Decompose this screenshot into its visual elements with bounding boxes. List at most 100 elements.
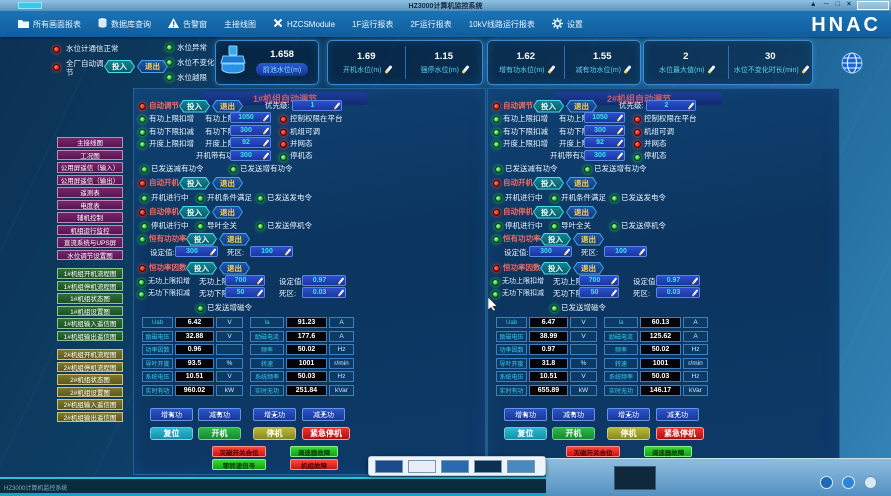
const-power-engage-button[interactable]: 投入 [540, 232, 571, 246]
pf-setpoint-field[interactable]: 0.97 [302, 275, 346, 286]
sidebar-item-common-di[interactable]: 公用屏遥信（输入） [57, 162, 123, 173]
lower-active-power-button[interactable]: ▼ 减有功 [552, 408, 595, 421]
menu-item-alarm-window[interactable]: 告警窗 [168, 18, 207, 30]
const-power-disengage-button[interactable]: 退出 [573, 232, 604, 246]
close-button[interactable]: × [846, 1, 851, 8]
sidebar-item-u1-di[interactable]: 1#机组输入遥信图 [57, 318, 123, 329]
window-thumbnail[interactable] [441, 459, 469, 473]
auto-start-disengage-button[interactable]: 退出 [212, 176, 243, 190]
gate-up-field[interactable]: 92 [584, 137, 625, 148]
const-pf-disengage-button[interactable]: 退出 [219, 261, 250, 275]
sidebar-item-u2-settings[interactable]: 2#机组设置图 [57, 386, 123, 397]
window-thumbnail[interactable] [375, 459, 403, 473]
p-dn-field[interactable]: 300 [230, 125, 271, 136]
setpoint-field[interactable]: 300 [529, 246, 572, 257]
stop-unit-button[interactable]: 停机 [253, 427, 296, 440]
priority-field[interactable]: 2 [646, 99, 696, 111]
menu-item-settings[interactable]: 设置 [551, 17, 583, 31]
menu-item-database-query[interactable]: 数据库查询 [98, 18, 151, 30]
emergency-stop-button[interactable]: 紧急停机 [656, 427, 704, 440]
stop-unit-button[interactable]: 停机 [607, 427, 650, 440]
sidebar-item-u2-status[interactable]: 2#机组状态图 [57, 374, 123, 385]
app-icon[interactable] [842, 476, 855, 489]
q-dn-field[interactable]: 50 [579, 287, 619, 298]
auto-stop-engage-button[interactable]: 投入 [179, 205, 210, 219]
sidebar-item-u1-stop-flow[interactable]: 1#机组停机流程图 [57, 280, 123, 291]
menu-item-hzcs-module[interactable]: HZCSModule [273, 18, 335, 30]
q-up-field[interactable]: 700 [225, 275, 265, 286]
window-thumbnail[interactable] [474, 459, 502, 473]
start-unit-button[interactable]: 开机 [552, 427, 595, 440]
sidebar-item-common-do[interactable]: 公用屏遥信（输出） [57, 174, 123, 185]
raise-active-power-button[interactable]: ▲ 增有功 [504, 408, 547, 421]
auto-start-engage-button[interactable]: 投入 [179, 176, 210, 190]
sidebar-item-aux-control[interactable]: 辅机控制 [57, 212, 123, 223]
pf-deadband-field[interactable]: 0.03 [656, 287, 700, 298]
const-pf-disengage-button[interactable]: 退出 [573, 261, 604, 275]
globe-icon[interactable] [841, 52, 863, 79]
edit-icon[interactable] [706, 65, 716, 74]
menu-item-main-wiring[interactable]: 主接线图 [224, 19, 256, 29]
raise-active-power-button[interactable]: ▲ 增有功 [150, 408, 193, 421]
q-up-field[interactable]: 700 [579, 275, 619, 286]
lower-reactive-power-button[interactable]: ▼ 减无功 [302, 408, 345, 421]
zero-speed-chip[interactable]: 零转速信号 [212, 459, 266, 470]
sidebar-item-main-wiring[interactable]: 主接线图 [57, 137, 123, 148]
window-thumbnail[interactable] [507, 459, 535, 473]
edit-icon[interactable] [546, 65, 556, 74]
sidebar-item-u2-di[interactable]: 2#机组输入遥信图 [57, 399, 123, 410]
reset-button[interactable]: 复位 [504, 427, 547, 440]
sidebar-item-telemetry[interactable]: 遥测表 [57, 187, 123, 198]
start-power-field[interactable]: 300 [230, 149, 271, 161]
const-power-engage-button[interactable]: 投入 [186, 232, 217, 246]
unit-fault-chip[interactable]: 机组故障 [290, 459, 338, 470]
window-thumbnail[interactable] [408, 459, 436, 473]
menu-item-10kv-report[interactable]: 10kV线路运行报表 [468, 19, 535, 29]
sidebar-item-u2-stop-flow[interactable]: 2#机组停机流程图 [57, 361, 123, 372]
auto-reg-engage-button[interactable]: 投入 [179, 99, 210, 113]
taskbar-preview-popup[interactable] [368, 456, 546, 476]
auto-reg-disengage-button[interactable]: 退出 [566, 99, 597, 113]
auto-stop-disengage-button[interactable]: 退出 [566, 205, 597, 219]
const-pf-engage-button[interactable]: 投入 [186, 261, 217, 275]
sidebar-item-unit-monitor[interactable]: 机组运行监控 [57, 224, 123, 235]
sidebar-item-u1-status[interactable]: 1#机组状态图 [57, 293, 123, 304]
sidebar-item-u2-do[interactable]: 2#机组输出遥信图 [57, 411, 123, 422]
pf-deadband-field[interactable]: 0.03 [302, 287, 346, 298]
auto-reg-disengage-button[interactable]: 退出 [212, 99, 243, 113]
auto-start-disengage-button[interactable]: 退出 [566, 176, 597, 190]
p-dn-field[interactable]: 300 [584, 125, 625, 136]
auto-stop-disengage-button[interactable]: 退出 [212, 205, 243, 219]
sidebar-item-dc-ups[interactable]: 直流系统与UPS屏 [57, 237, 123, 248]
edit-icon[interactable] [801, 65, 810, 74]
edit-icon[interactable] [623, 65, 632, 74]
menu-item-2f-report[interactable]: 2F运行报表 [410, 19, 452, 29]
app-tile[interactable] [614, 466, 656, 490]
gate-up-field[interactable]: 92 [230, 137, 271, 148]
deadband-field[interactable]: 100 [604, 246, 647, 257]
field-switch-closed-chip[interactable]: 灭磁开关合位 [212, 446, 266, 457]
start-unit-button[interactable]: 开机 [198, 427, 241, 440]
const-power-disengage-button[interactable]: 退出 [219, 232, 250, 246]
lower-active-power-button[interactable]: ▼ 减有功 [198, 408, 241, 421]
auto-reg-engage-button[interactable]: 投入 [533, 99, 564, 113]
auto-stop-engage-button[interactable]: 投入 [533, 205, 564, 219]
p-up-field[interactable]: 1050 [230, 112, 271, 123]
pf-setpoint-field[interactable]: 0.97 [656, 275, 700, 286]
sidebar-item-energy-meter[interactable]: 电度表 [57, 199, 123, 210]
edit-icon[interactable] [461, 65, 470, 74]
sidebar-item-condition[interactable]: 工况图 [57, 149, 123, 160]
menu-item-all-screens[interactable]: 所有画面报表 [18, 19, 81, 30]
sidebar-item-u1-start-flow[interactable]: 1#机组开机流程图 [57, 268, 123, 279]
raise-reactive-power-button[interactable]: ▲ 增无功 [253, 408, 296, 421]
field-switch-closed-chip[interactable]: 灭磁开关合位 [566, 446, 620, 457]
governor-fault-chip[interactable]: 调速器故障 [290, 446, 338, 457]
deadband-field[interactable]: 100 [250, 246, 293, 257]
governor-fault-chip[interactable]: 调速器故障 [644, 446, 692, 457]
sidebar-item-u1-do[interactable]: 1#机组输出遥信图 [57, 330, 123, 341]
q-dn-field[interactable]: 50 [225, 287, 265, 298]
pin-button[interactable]: ▲ [809, 1, 817, 8]
sidebar-item-u2-start-flow[interactable]: 2#机组开机流程图 [57, 349, 123, 360]
sidebar-item-level-settings[interactable]: 水位调节设置图 [57, 249, 123, 260]
lower-reactive-power-button[interactable]: ▼ 减无功 [656, 408, 699, 421]
